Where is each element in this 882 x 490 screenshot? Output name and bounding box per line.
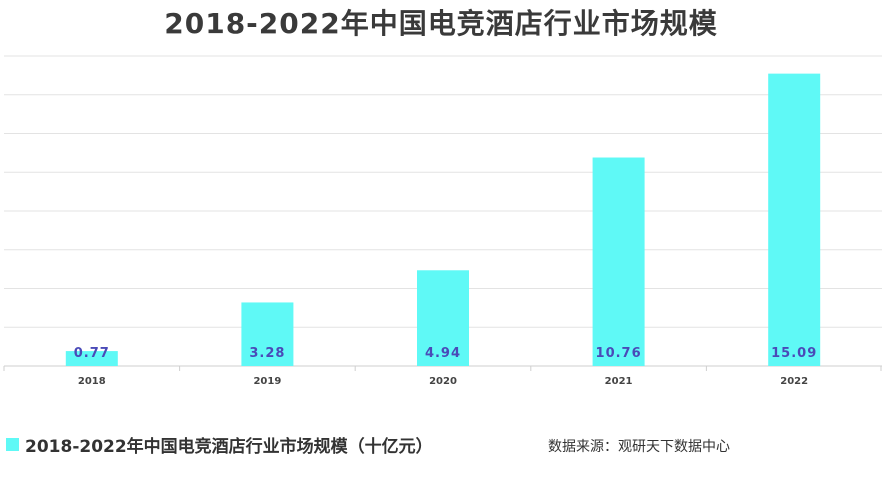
data-label-2018: 0.77 — [74, 346, 110, 361]
data-label-2021: 10.76 — [596, 346, 642, 361]
legend: 2018-2022年中国电竞酒店行业市场规模（十亿元） — [6, 432, 433, 457]
legend-label: 2018-2022年中国电竞酒店行业市场规模（十亿元） — [25, 437, 433, 457]
bar-2022 — [768, 73, 821, 366]
bar-2020 — [417, 270, 469, 366]
bar-2019 — [241, 302, 294, 366]
x-tick-label-2021: 2021 — [605, 376, 633, 387]
bar-2021 — [592, 157, 645, 366]
data-label-2022: 15.09 — [771, 346, 817, 361]
legend-swatch — [6, 438, 19, 451]
bar-2018 — [65, 351, 118, 366]
x-tick-label-2019: 2019 — [253, 376, 281, 387]
data-label-2020: 4.94 — [425, 346, 461, 361]
chart-title: 2018-2022年中国电竞酒店行业市场规模 — [164, 7, 718, 40]
x-tick-label-2020: 2020 — [429, 376, 457, 387]
x-tick-label-2018: 2018 — [78, 376, 106, 387]
data-label-2019: 3.28 — [249, 346, 285, 361]
source-note: 数据来源：观研天下数据中心 — [548, 439, 730, 455]
x-tick-label-2022: 2022 — [780, 376, 808, 387]
bar-chart: 0.77 2018 3.28 2019 4.94 2020 10.76 2021 15.09 20… — [3, 55, 882, 387]
